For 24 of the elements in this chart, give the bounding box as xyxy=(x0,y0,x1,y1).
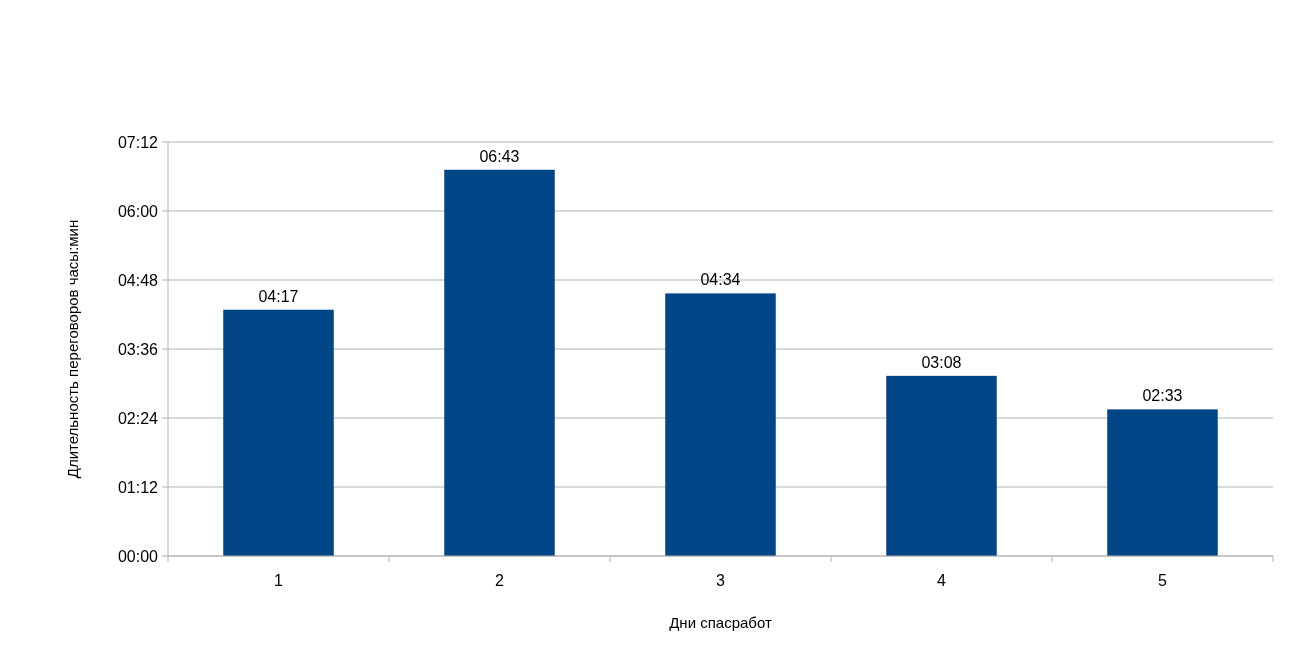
x-tick-label: 1 xyxy=(274,572,284,589)
data-label: 03:08 xyxy=(921,353,962,371)
bar xyxy=(223,309,334,556)
bar xyxy=(886,375,997,556)
bar xyxy=(665,293,776,556)
data-label: 02:33 xyxy=(1142,387,1183,405)
x-tick-label: 5 xyxy=(1158,572,1168,589)
y-tick-label: 03:36 xyxy=(117,340,159,358)
bar xyxy=(1107,409,1218,556)
x-tick-label: 3 xyxy=(716,572,726,589)
data-label: 06:43 xyxy=(479,147,520,165)
x-tick-label: 4 xyxy=(937,572,947,589)
y-tick-label: 07:12 xyxy=(117,133,159,151)
y-tick-label: 04:48 xyxy=(117,271,159,289)
y-tick-label: 01:12 xyxy=(117,478,159,496)
y-axis-title: Длительность переговоров часы:мин xyxy=(64,219,81,479)
y-tick-label: 00:00 xyxy=(117,547,159,565)
y-tick-label: 06:00 xyxy=(117,202,159,220)
x-axis-title: Дни спасработ xyxy=(669,614,772,631)
data-label: 04:34 xyxy=(700,271,741,289)
bar xyxy=(444,169,555,556)
x-tick-label: 2 xyxy=(495,572,505,589)
y-tick-label: 02:24 xyxy=(117,409,159,427)
data-label: 04:17 xyxy=(258,287,299,305)
